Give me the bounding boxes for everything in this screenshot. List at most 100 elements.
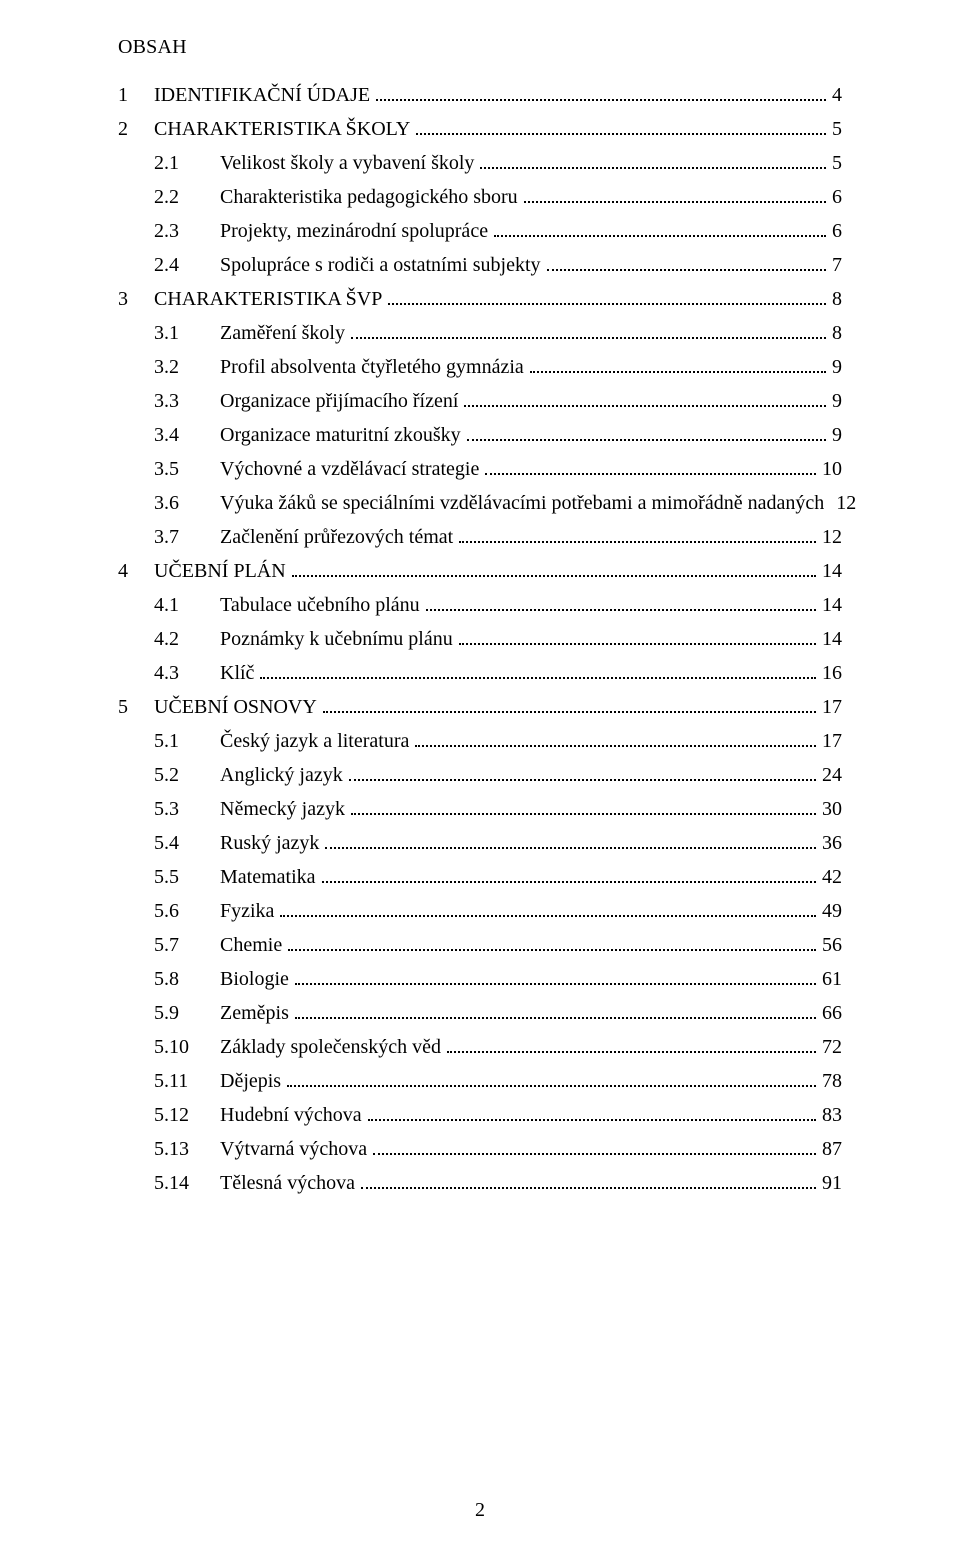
toc-entry-page: 56 (818, 935, 842, 955)
toc-entry-number: 4.1 (118, 595, 220, 615)
toc-entry-page: 5 (828, 153, 842, 173)
toc-entry: 3.7Začlenění průřezových témat 12 (118, 527, 842, 547)
toc-entry-number: 3.5 (118, 459, 220, 479)
toc-entry-number: 2.3 (118, 221, 220, 241)
toc-entry-label: Biologie (220, 969, 293, 989)
toc-entry-page: 5 (828, 119, 842, 139)
toc-entry-page: 49 (818, 901, 842, 921)
toc-entry: 4.1Tabulace učebního plánu 14 (118, 595, 842, 615)
toc-entry-page: 42 (818, 867, 842, 887)
toc-entry-label: IDENTIFIKAČNÍ ÚDAJE (154, 85, 374, 105)
toc-dot-leader (295, 1006, 816, 1019)
toc-entry-number: 1 (118, 85, 154, 105)
toc-entry-label: Český jazyk a literatura (220, 731, 413, 751)
toc-entry: 5.6Fyzika 49 (118, 901, 842, 921)
toc-entry-label: Začlenění průřezových témat (220, 527, 457, 547)
toc-entry-page: 6 (828, 187, 842, 207)
toc-entry-page: 17 (818, 697, 842, 717)
toc-entry: 5.11Dějepis 78 (118, 1071, 842, 1091)
toc-entry-number: 4 (118, 561, 154, 581)
toc-entry: 2.1Velikost školy a vybavení školy 5 (118, 153, 842, 173)
toc-entry: 3CHARAKTERISTIKA ŠVP 8 (118, 289, 842, 309)
toc-dot-leader (368, 1108, 816, 1121)
toc-entry-number: 3.2 (118, 357, 220, 377)
toc-entry: 2CHARAKTERISTIKA ŠKOLY 5 (118, 119, 842, 139)
toc-entry-label: CHARAKTERISTIKA ŠVP (154, 289, 386, 309)
toc-entry-label: UČEBNÍ OSNOVY (154, 697, 321, 717)
toc-entry-number: 3.4 (118, 425, 220, 445)
toc-entry-number: 5.1 (118, 731, 220, 751)
toc-dot-leader (480, 156, 826, 169)
toc-entry-page: 17 (818, 731, 842, 751)
toc-dot-leader (351, 802, 816, 815)
toc-dot-leader (323, 700, 816, 713)
toc-entry-number: 5.6 (118, 901, 220, 921)
toc-entry-label: Organizace maturitní zkoušky (220, 425, 465, 445)
toc-dot-leader (447, 1040, 816, 1053)
toc-entry-page: 14 (818, 561, 842, 581)
toc-entry-number: 5.8 (118, 969, 220, 989)
toc-entry-label: Anglický jazyk (220, 765, 347, 785)
toc-entry: 5.10Základy společenských věd 72 (118, 1037, 842, 1057)
toc-entry-label: Ruský jazyk (220, 833, 323, 853)
toc-entry-page: 14 (818, 629, 842, 649)
toc-entry-page: 87 (818, 1139, 842, 1159)
toc-dot-leader (524, 190, 826, 203)
toc-entry-number: 5.11 (118, 1071, 220, 1091)
toc-entry-label: Tabulace učebního plánu (220, 595, 424, 615)
toc-entry-label: Hudební výchova (220, 1105, 366, 1125)
toc-dot-leader (322, 870, 816, 883)
toc-entry-page: 6 (828, 221, 842, 241)
toc-entry-number: 5.5 (118, 867, 220, 887)
toc-entry-label: Fyzika (220, 901, 278, 921)
toc-entry-page: 7 (828, 255, 842, 275)
toc-entry: 3.5Výchovné a vzdělávací strategie 10 (118, 459, 842, 479)
toc-entry-page: 4 (828, 85, 842, 105)
toc-entry-label: Velikost školy a vybavení školy (220, 153, 478, 173)
toc-entry: 2.3Projekty, mezinárodní spolupráce 6 (118, 221, 842, 241)
toc-entry: 2.4Spolupráce s rodiči a ostatními subje… (118, 255, 842, 275)
toc-entry-page: 9 (828, 357, 842, 377)
toc-entry: 3.3Organizace přijímacího řízení 9 (118, 391, 842, 411)
toc-dot-leader (260, 666, 816, 679)
toc-entry-label: Chemie (220, 935, 286, 955)
toc-entry-number: 2.4 (118, 255, 220, 275)
toc-dot-leader (295, 972, 816, 985)
toc-entry-number: 5.14 (118, 1173, 220, 1193)
toc-entry-number: 2 (118, 119, 154, 139)
toc-dot-leader (464, 394, 826, 407)
toc-entry-page: 83 (818, 1105, 842, 1125)
toc-entry-label: UČEBNÍ PLÁN (154, 561, 290, 581)
toc-entry-number: 4.2 (118, 629, 220, 649)
toc-entry-number: 5.12 (118, 1105, 220, 1125)
toc-entry-label: Projekty, mezinárodní spolupráce (220, 221, 492, 241)
toc-entry-label: Základy společenských věd (220, 1037, 445, 1057)
toc-entry-number: 5 (118, 697, 154, 717)
toc-entry-page: 14 (818, 595, 842, 615)
toc-entry-page: 36 (818, 833, 842, 853)
toc-entry-page: 8 (828, 289, 842, 309)
toc-dot-leader (530, 360, 826, 373)
toc-dot-leader (349, 768, 816, 781)
toc-entry-number: 3.1 (118, 323, 220, 343)
toc-entry-number: 5.13 (118, 1139, 220, 1159)
toc-entry: 4UČEBNÍ PLÁN 14 (118, 561, 842, 581)
toc-dot-leader (351, 326, 826, 339)
toc-entry-label: Výtvarná výchova (220, 1139, 371, 1159)
toc-entry-page: 12 (832, 493, 856, 513)
page-title: OBSAH (118, 36, 842, 59)
toc-dot-leader (494, 224, 826, 237)
toc-dot-leader (459, 632, 816, 645)
toc-entry-number: 5.4 (118, 833, 220, 853)
toc-entry: 5.12Hudební výchova 83 (118, 1105, 842, 1125)
toc-entry-page: 91 (818, 1173, 842, 1193)
toc-entry-page: 9 (828, 391, 842, 411)
toc-entry-number: 5.10 (118, 1037, 220, 1057)
toc-dot-leader (415, 734, 816, 747)
toc-entry: 5.7Chemie 56 (118, 935, 842, 955)
toc-dot-leader (373, 1142, 816, 1155)
toc-entry: 5.14Tělesná výchova 91 (118, 1173, 842, 1193)
toc-entry: 5.8Biologie 61 (118, 969, 842, 989)
toc-entry: 4.3Klíč 16 (118, 663, 842, 683)
toc-dot-leader (485, 462, 816, 475)
